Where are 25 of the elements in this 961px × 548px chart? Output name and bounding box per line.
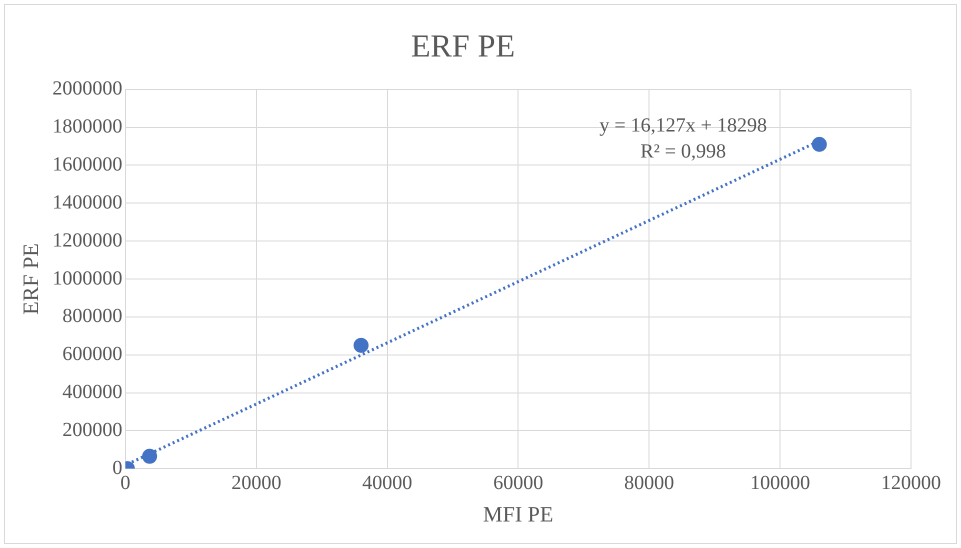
y-axis-title: ERF PE	[18, 243, 43, 315]
annotation: R² = 0,998	[640, 140, 726, 163]
y-tick-label: 1400000	[52, 191, 122, 214]
chart-title: ERF PE	[410, 28, 516, 64]
x-tick-label: 60000	[493, 472, 544, 494]
x-tick-label: 20000	[231, 472, 282, 494]
y-tick-label: 0	[112, 456, 122, 479]
y-tick-label: 200000	[62, 418, 122, 441]
y-tick-label: 400000	[62, 381, 122, 404]
point	[812, 136, 827, 152]
x-tick-label: 40000	[362, 472, 412, 494]
y-tick-label: 1000000	[52, 267, 122, 290]
y-tick-label: 800000	[62, 305, 122, 328]
annotation: y = 16,127x + 18298	[599, 114, 767, 137]
y-tick-label: 1200000	[52, 229, 122, 252]
x-tick-label: 120000	[881, 472, 941, 494]
y-tick-label: 2000000	[52, 78, 122, 100]
point	[354, 338, 369, 353]
y-tick-label: 1600000	[52, 153, 122, 176]
x-tick-label: 100000	[750, 472, 810, 494]
y-tick-label: 1800000	[52, 116, 122, 138]
y-tick-label: 600000	[62, 343, 122, 366]
x-axis-title: MFI PE	[483, 502, 554, 527]
x-tick-label: 80000	[624, 472, 674, 494]
point	[142, 448, 158, 464]
